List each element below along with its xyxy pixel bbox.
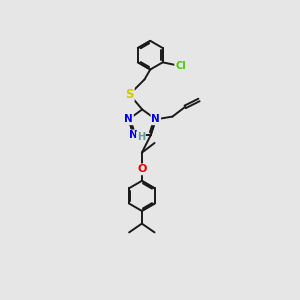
Text: S: S: [125, 88, 134, 101]
Text: O: O: [137, 164, 146, 174]
Text: N: N: [152, 114, 160, 124]
Text: H: H: [137, 132, 145, 142]
Text: N: N: [124, 114, 133, 124]
Text: Cl: Cl: [175, 61, 186, 71]
Text: N: N: [129, 130, 138, 140]
